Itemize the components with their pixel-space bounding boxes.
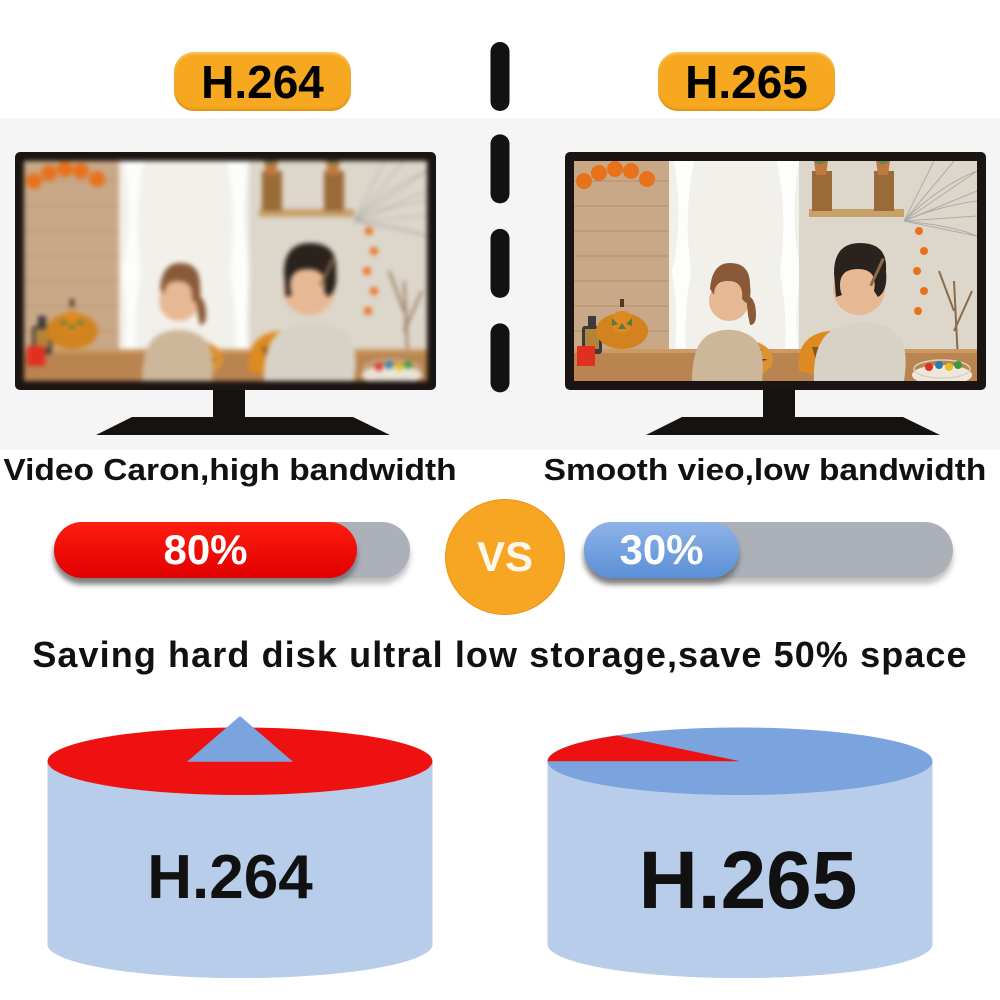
svg-text:H.265: H.265 xyxy=(639,835,858,926)
svg-text:H.264: H.264 xyxy=(147,843,313,912)
